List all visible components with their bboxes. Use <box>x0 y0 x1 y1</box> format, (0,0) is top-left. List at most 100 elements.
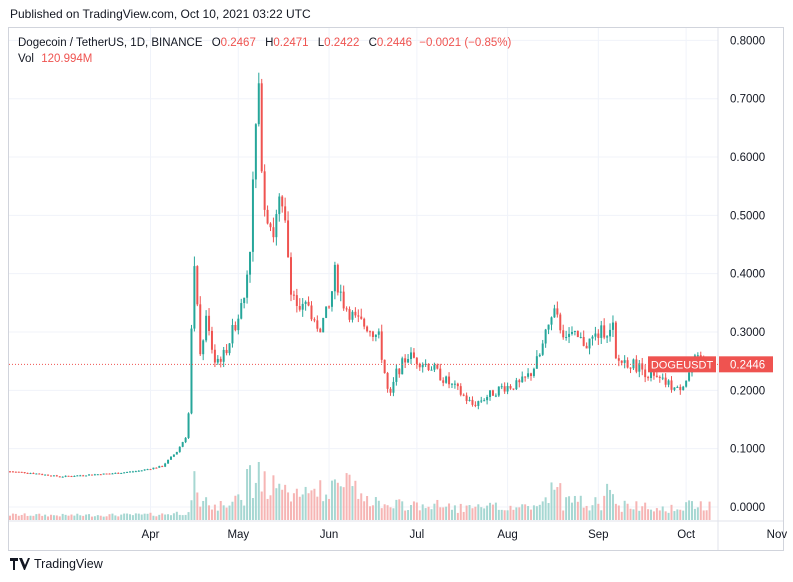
candle-body <box>181 442 184 447</box>
candle-body <box>597 333 600 338</box>
candle-body <box>58 476 61 478</box>
volume-bar <box>137 513 140 520</box>
volume-bar <box>667 512 670 520</box>
candle-body <box>199 304 202 355</box>
volume-value: 120.994M <box>41 53 93 65</box>
volume-bar <box>445 506 448 520</box>
candle-body <box>412 352 415 358</box>
volume-bar <box>333 479 336 520</box>
candle-body <box>90 474 93 476</box>
candle-body <box>562 330 565 338</box>
volume-bar <box>609 489 612 520</box>
y-tick-label: 0.0000 <box>730 502 765 514</box>
volume-bar <box>407 510 410 520</box>
volume-bar <box>641 506 644 520</box>
candle-body <box>47 474 50 476</box>
candle-body <box>193 266 196 329</box>
candle-body <box>682 386 685 391</box>
volume-bar <box>652 511 655 520</box>
candle-body <box>249 251 252 275</box>
candle-body <box>450 383 453 385</box>
x-tick-label: Apr <box>142 529 160 541</box>
candle-body <box>319 328 322 333</box>
candle-body <box>462 394 465 396</box>
volume-bar <box>208 505 211 520</box>
volume-bar <box>515 507 518 520</box>
volume-bar <box>44 514 47 520</box>
volume-bar <box>169 515 172 520</box>
volume-bar <box>670 504 673 520</box>
candle-body <box>131 471 134 473</box>
volume-bar <box>76 513 79 520</box>
volume-bar <box>49 514 52 520</box>
candle-body <box>316 320 319 329</box>
volume-bar <box>140 514 143 520</box>
volume-bar <box>23 513 26 520</box>
volume-bar <box>538 504 541 520</box>
candle-body <box>251 179 254 252</box>
last-price-value: 0.2446 <box>730 359 765 371</box>
candle-body <box>175 451 178 455</box>
symbol-tag-bg <box>648 356 716 373</box>
volume-bar <box>421 504 424 520</box>
volume-bar <box>705 510 708 520</box>
volume-bar <box>547 503 550 520</box>
candle-body <box>696 355 699 357</box>
candle-body <box>114 472 117 474</box>
candle-body <box>105 473 108 475</box>
candle-body <box>301 303 304 310</box>
candle-body <box>49 475 52 477</box>
candle-body <box>664 377 667 385</box>
volume-bar <box>582 507 585 520</box>
candle-body <box>609 329 612 337</box>
candle-body <box>459 386 462 395</box>
volume-bar <box>301 494 304 520</box>
volume-bar <box>456 512 459 520</box>
candle-body <box>620 360 623 363</box>
candle-body <box>489 390 492 398</box>
volume-bar <box>568 496 571 520</box>
candle-body <box>178 446 181 452</box>
volume-bar <box>93 516 96 520</box>
volume-bar <box>626 503 629 520</box>
candle-body <box>594 333 597 337</box>
volume-bar <box>117 516 120 520</box>
volume-bar <box>272 475 275 520</box>
volume-bar <box>254 482 257 520</box>
volume-bar <box>486 505 489 520</box>
volume-bar <box>231 501 234 520</box>
volume-bar <box>310 490 313 520</box>
volume-bar <box>123 513 126 520</box>
volume-bar <box>287 492 290 520</box>
candle-body <box>354 311 357 316</box>
volume-bar <box>573 495 576 520</box>
candle-body <box>468 399 471 401</box>
candle-body <box>471 399 474 405</box>
volume-bar <box>342 487 345 520</box>
candle-body <box>85 475 88 477</box>
volume-bar <box>70 514 73 520</box>
volume-bar <box>58 516 61 520</box>
volume-bar <box>143 513 146 520</box>
volume-bar <box>541 501 544 520</box>
volume-bar <box>699 501 702 520</box>
volume-bar <box>524 504 527 520</box>
candle-body <box>345 308 348 310</box>
candle-body <box>213 349 216 363</box>
candle-body <box>52 475 55 477</box>
volume-bar <box>199 506 202 520</box>
volume-bar <box>433 503 436 520</box>
candle-body <box>70 476 73 478</box>
candle-body <box>544 329 547 344</box>
volume-bar <box>559 483 562 520</box>
candle-body <box>9 471 11 473</box>
volume-bar <box>190 500 193 520</box>
x-tick-label: Oct <box>677 529 696 541</box>
volume-bar <box>263 471 266 520</box>
candle-body <box>515 380 518 390</box>
candle-body <box>527 373 530 377</box>
volume-bar <box>29 515 32 520</box>
candle-body <box>240 303 243 319</box>
candle-body <box>433 364 436 370</box>
